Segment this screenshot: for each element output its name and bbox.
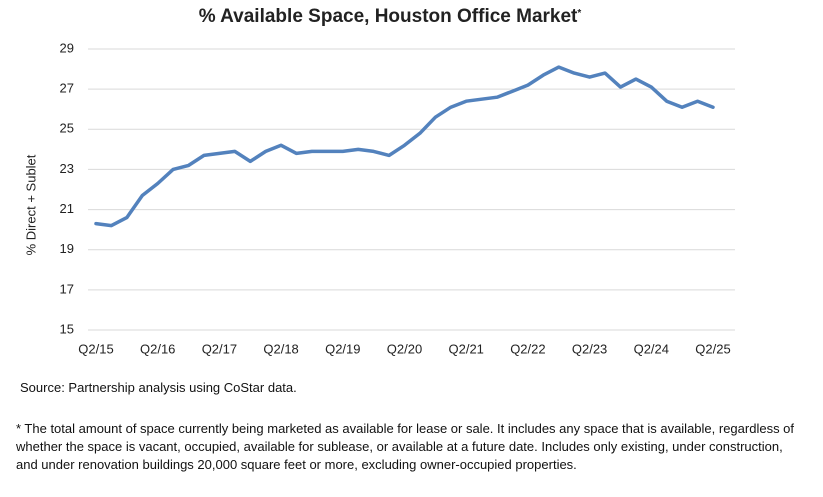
x-tick-label: Q2/21 [448, 341, 483, 356]
footnote: * The total amount of space currently be… [16, 421, 795, 472]
y-tick-label: 19 [60, 241, 74, 256]
x-tick-label: Q2/19 [325, 341, 360, 356]
x-tick-label: Q2/17 [202, 341, 237, 356]
source-note: Source: Partnership analysis using CoSta… [20, 380, 297, 395]
x-tick-label: Q2/24 [634, 341, 669, 356]
y-tick-label: 29 [60, 40, 74, 55]
x-tick-label: Q2/15 [78, 341, 113, 356]
chart: % Available Space, Houston Office Market… [23, 6, 735, 356]
y-axis-label: % Direct + Sublet [23, 154, 38, 255]
x-tick-label: Q2/20 [387, 341, 422, 356]
y-tick-label: 25 [60, 121, 74, 136]
title-text: % Available Space, Houston Office Market [199, 6, 578, 27]
y-tick-label: 17 [60, 281, 74, 296]
title-note: * [577, 8, 581, 19]
y-tick-label: 15 [60, 321, 74, 336]
y-tick-label: 21 [60, 201, 74, 216]
x-tick-label: Q2/25 [695, 341, 730, 356]
y-tick-label: 23 [60, 161, 74, 176]
chart-title: % Available Space, Houston Office Market… [199, 6, 582, 27]
x-tick-label: Q2/18 [263, 341, 298, 356]
y-tick-label: 27 [60, 81, 74, 96]
x-tick-label: Q2/23 [572, 341, 607, 356]
x-tick-label: Q2/22 [510, 341, 545, 356]
data-line [94, 65, 715, 228]
x-tick-label: Q2/16 [140, 341, 175, 356]
